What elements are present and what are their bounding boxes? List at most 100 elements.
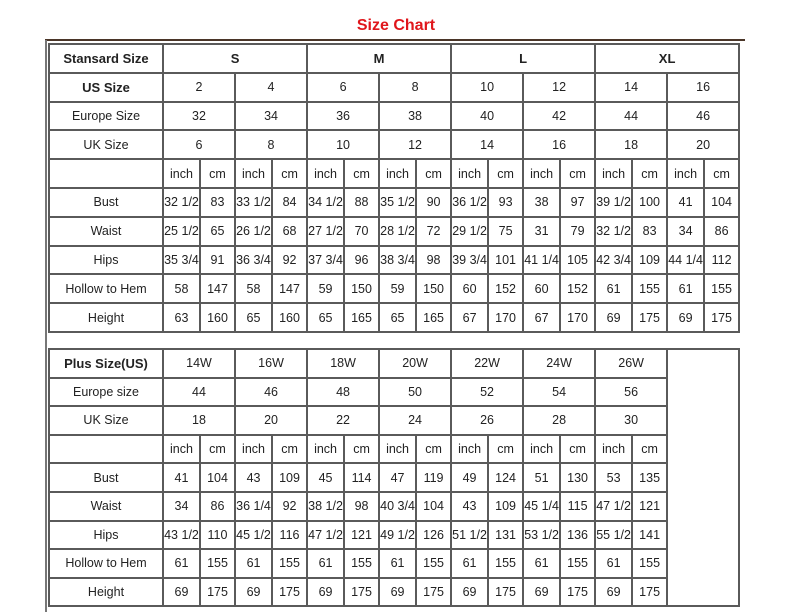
plus-size-value: 26W (594, 348, 669, 379)
measurement-value: 165 (415, 302, 453, 333)
measurement-value: 155 (631, 273, 669, 305)
size-row: US Size 2 4 6 8 10 12 14 16 (48, 71, 741, 103)
measurement-value: 41 (666, 186, 706, 218)
measurement-value: 61 (378, 548, 418, 579)
unit-label: inch (522, 158, 562, 189)
size-value: 32 (162, 100, 236, 132)
left-divider (45, 40, 47, 612)
measurement-value: 155 (343, 548, 381, 579)
units-row: inch cm inch cm inch cm inch cm inch cm inch cm inch… (48, 158, 741, 189)
size-value: 14 (594, 71, 669, 103)
size-value: 12 (522, 71, 597, 103)
size-value: 44 (594, 100, 669, 132)
unit-label: inch (306, 433, 346, 465)
measurement-value: 130 (559, 462, 597, 493)
row-label: Hips (48, 244, 164, 276)
size-value: 16 (666, 71, 741, 103)
measurement-value: 68 (270, 215, 309, 247)
measurement-value: 131 (487, 519, 525, 551)
measurement-value: 124 (487, 462, 525, 493)
measurement-value: 61 (666, 273, 706, 305)
row-label: Bust (48, 462, 164, 493)
measurement-value: 109 (271, 462, 309, 493)
measurement-value: 34 (162, 490, 201, 522)
measurement-value: 38 (522, 186, 562, 218)
plus-size-value: 24W (522, 348, 597, 379)
measurement-value: 155 (631, 548, 669, 579)
size-value: 26 (450, 405, 525, 436)
unit-label: cm (559, 433, 597, 465)
size-row: UK Size 18 20 22 24 26 28 30 (48, 405, 739, 436)
measurement-value: 34 1/2 (306, 186, 346, 218)
measurement-value: 155 (487, 548, 525, 579)
measurement-value: 84 (270, 186, 309, 218)
measurement-value: 104 (703, 186, 741, 218)
row-label: UK Size (48, 405, 164, 436)
measurement-value: 160 (270, 302, 309, 333)
measurement-value: 175 (703, 302, 741, 333)
unit-label: cm (487, 158, 525, 189)
size-value: 40 (450, 100, 525, 132)
measurement-value: 47 1/2 (306, 519, 346, 551)
row-label: Hips (48, 519, 164, 551)
measurement-value: 165 (343, 302, 381, 333)
measurement-value: 115 (559, 490, 597, 522)
measurement-value: 116 (271, 519, 309, 551)
header-label: Plus Size(US) (48, 348, 164, 379)
measurement-value: 61 (234, 548, 274, 579)
measurement-value: 93 (487, 186, 525, 218)
measurement-value: 60 (450, 273, 490, 305)
measurement-value: 34 (666, 215, 706, 247)
measurement-value: 33 1/2 (234, 186, 273, 218)
measurement-value: 175 (631, 576, 669, 608)
measurement-value: 55 1/2 (594, 519, 634, 551)
measurement-value: 170 (559, 302, 597, 333)
row-label: Bust (48, 186, 164, 218)
measurement-value: 69 (378, 576, 418, 608)
measurement-row: Hollow to Hem 61 155 61 155 61 155 61 155 61 155 61… (48, 548, 739, 579)
measurement-value: 41 (162, 462, 201, 493)
size-value: 24 (378, 405, 453, 436)
measurement-value: 47 1/2 (594, 490, 634, 522)
measurement-value: 58 (162, 273, 201, 305)
measurement-value: 150 (415, 273, 453, 305)
measurement-value: 32 1/2 (594, 215, 634, 247)
measurement-value: 65 (234, 302, 273, 333)
unit-label: cm (703, 158, 741, 189)
measurement-value: 37 3/4 (306, 244, 346, 276)
measurement-value: 83 (199, 186, 236, 218)
row-label: Hollow to Hem (48, 273, 164, 305)
measurement-value: 104 (198, 462, 237, 493)
measurement-value: 150 (343, 273, 381, 305)
plus-size-value: 20W (378, 348, 453, 379)
unit-label: cm (199, 158, 236, 189)
measurement-value: 63 (162, 302, 201, 333)
measurement-value: 69 (306, 576, 346, 608)
measurement-value: 83 (631, 215, 669, 247)
measurement-value: 69 (522, 576, 562, 608)
measurement-value: 105 (559, 244, 597, 276)
row-label (48, 158, 164, 189)
unit-label: inch (234, 433, 274, 465)
measurement-value: 61 (162, 548, 201, 579)
measurement-value: 27 1/2 (306, 215, 346, 247)
measurement-value: 45 (306, 462, 346, 493)
size-value: 46 (234, 376, 309, 408)
measurement-row: Hollow to Hem 58 147 58 147 59 150 59 150 60 152 60… (48, 273, 741, 305)
measurement-value: 101 (487, 244, 525, 276)
measurement-value: 49 (450, 462, 490, 493)
measurement-value: 42 3/4 (594, 244, 634, 276)
measurement-value: 43 (234, 462, 274, 493)
measurement-value: 32 1/2 (162, 186, 201, 218)
measurement-value: 152 (559, 273, 597, 305)
measurement-value: 119 (415, 462, 453, 493)
size-value: 54 (522, 376, 597, 408)
measurement-value: 40 3/4 (378, 490, 418, 522)
measurement-value: 41 1/4 (522, 244, 562, 276)
measurement-value: 49 1/2 (378, 519, 418, 551)
unit-label: inch (162, 433, 201, 465)
measurement-row: Waist 34 86 36 1/4 92 38 1/2 98 40 3/4 104 43 109 4… (48, 490, 739, 522)
unit-label: cm (415, 433, 453, 465)
size-value: 34 (233, 100, 309, 132)
measurement-value: 155 (559, 548, 597, 579)
